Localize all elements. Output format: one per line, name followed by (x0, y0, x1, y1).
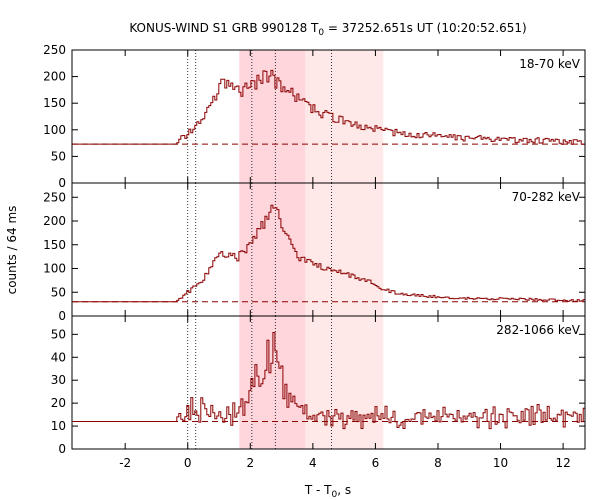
y-tick-label: 50 (51, 149, 66, 163)
light-curve-1 (72, 204, 585, 303)
y-tick-label: 40 (51, 350, 66, 364)
x-tick-label: -2 (119, 456, 131, 470)
x-tick-label: 2 (246, 456, 254, 470)
shaded-region-inner (239, 316, 306, 449)
y-tick-label: 150 (43, 238, 66, 252)
y-tick-label: 150 (43, 96, 66, 110)
y-tick-label: 0 (58, 176, 66, 190)
y-tick-label: 30 (51, 373, 66, 387)
shaded-region-inner (239, 50, 306, 183)
x-axis-title: T - T0, s (304, 483, 351, 500)
y-tick-label: 10 (51, 419, 66, 433)
panel-frame (71, 315, 586, 450)
y-tick-label: 50 (51, 285, 66, 299)
y-tick-label: 200 (43, 70, 66, 84)
y-tick-label: 200 (43, 214, 66, 228)
band-label: 18-70 keV (519, 57, 581, 71)
x-tick-label: 12 (555, 456, 570, 470)
x-tick-label: 10 (493, 456, 508, 470)
chart-title: KONUS-WIND S1 GRB 990128 T0 = 37252.651s… (129, 21, 526, 38)
y-tick-label: 100 (43, 123, 66, 137)
y-tick-label: 0 (58, 309, 66, 323)
x-tick-label: 8 (434, 456, 442, 470)
x-tick-label: 4 (309, 456, 317, 470)
y-axis-title: counts / 64 ms (5, 206, 19, 295)
band-label: 282-1066 keV (496, 323, 580, 337)
y-tick-label: 20 (51, 396, 66, 410)
y-tick-label: 250 (43, 43, 66, 57)
y-tick-label: 100 (43, 262, 66, 276)
x-tick-label: 0 (184, 456, 192, 470)
band-label: 70-282 keV (512, 190, 581, 204)
light-curve-2 (72, 332, 585, 430)
x-tick-label: 6 (372, 456, 380, 470)
y-tick-label: 0 (58, 442, 66, 456)
y-tick-label: 50 (51, 327, 66, 341)
light-curve-0 (72, 69, 585, 145)
y-tick-label: 250 (43, 190, 66, 204)
